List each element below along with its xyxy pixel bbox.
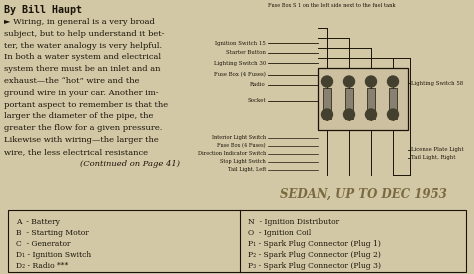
Text: larger the diameter of the pipe, the: larger the diameter of the pipe, the (4, 112, 154, 120)
Text: A  - Battery: A - Battery (16, 218, 60, 226)
Circle shape (321, 109, 332, 120)
Circle shape (344, 76, 355, 87)
Text: system there must be an inlet and an: system there must be an inlet and an (4, 65, 161, 73)
Bar (323, 88, 331, 119)
Text: C  - Generator: C - Generator (16, 240, 71, 248)
Text: wire, the less electrical resistance: wire, the less electrical resistance (4, 148, 148, 156)
Text: ter, the water analogy is very helpful.: ter, the water analogy is very helpful. (4, 42, 162, 50)
Bar (318, 68, 408, 130)
Text: exhaust—the “hot” wire and the: exhaust—the “hot” wire and the (4, 77, 139, 85)
Circle shape (344, 109, 355, 120)
Text: Radio: Radio (250, 82, 266, 87)
Text: B  - Starting Motor: B - Starting Motor (16, 229, 89, 237)
Circle shape (365, 109, 376, 120)
Text: Ignition Switch 15: Ignition Switch 15 (215, 41, 266, 45)
Text: Fuse Box (4 Fuses): Fuse Box (4 Fuses) (218, 143, 266, 148)
Text: D₂ - Radio ***: D₂ - Radio *** (16, 262, 68, 270)
Text: License Plate Light: License Plate Light (411, 147, 464, 153)
Text: P₃ - Spark Plug Connector (Plug 3): P₃ - Spark Plug Connector (Plug 3) (248, 262, 381, 270)
Text: D₁ - Ignition Switch: D₁ - Ignition Switch (16, 251, 91, 259)
Text: Likewise with wiring—the larger the: Likewise with wiring—the larger the (4, 136, 159, 144)
Text: ► Wiring, in general is a very broad: ► Wiring, in general is a very broad (4, 18, 155, 26)
Text: portant aspect to remember is that the: portant aspect to remember is that the (4, 101, 168, 109)
Text: Lighting Switch 30: Lighting Switch 30 (214, 61, 266, 65)
Circle shape (365, 76, 376, 87)
Text: Tail Light, Right: Tail Light, Right (411, 156, 456, 161)
Text: SEDAN, UP TO DEC 1953: SEDAN, UP TO DEC 1953 (280, 188, 447, 201)
Bar (367, 88, 375, 119)
Text: subject, but to help understand it bet-: subject, but to help understand it bet- (4, 30, 164, 38)
Text: Interior Light Switch: Interior Light Switch (212, 135, 266, 140)
Circle shape (388, 76, 399, 87)
Text: greater the flow for a given pressure.: greater the flow for a given pressure. (4, 124, 163, 132)
Bar (8, 210, 466, 272)
Text: By Bill Haupt: By Bill Haupt (4, 5, 82, 15)
Text: Stop Light Switch: Stop Light Switch (220, 159, 266, 164)
Text: (Continued on Page 41): (Continued on Page 41) (80, 159, 180, 168)
Circle shape (388, 109, 399, 120)
Text: P₂ - Spark Plug Connector (Plug 2): P₂ - Spark Plug Connector (Plug 2) (248, 251, 381, 259)
Text: P₁ - Spark Plug Connector (Plug 1): P₁ - Spark Plug Connector (Plug 1) (248, 240, 381, 248)
Text: O  - Ignition Coil: O - Ignition Coil (248, 229, 311, 237)
Text: Direction Indicator Switch: Direction Indicator Switch (198, 151, 266, 156)
Bar (345, 88, 353, 119)
Text: Socket: Socket (247, 98, 266, 104)
Text: ground wire in your car. Another im-: ground wire in your car. Another im- (4, 89, 159, 97)
Text: Starter Button: Starter Button (226, 50, 266, 56)
Text: Tail Light, Left: Tail Light, Left (228, 167, 266, 172)
Circle shape (321, 76, 332, 87)
Text: In both a water system and electrical: In both a water system and electrical (4, 53, 161, 61)
Text: Fuse Box S 1 on the left side next to the fuel tank: Fuse Box S 1 on the left side next to th… (268, 3, 395, 8)
Text: N  - Ignition Distributor: N - Ignition Distributor (248, 218, 339, 226)
Text: Fuse Box (4 Fuses): Fuse Box (4 Fuses) (214, 72, 266, 78)
Text: Lighting Switch 58: Lighting Switch 58 (411, 81, 463, 85)
Bar (389, 88, 397, 119)
